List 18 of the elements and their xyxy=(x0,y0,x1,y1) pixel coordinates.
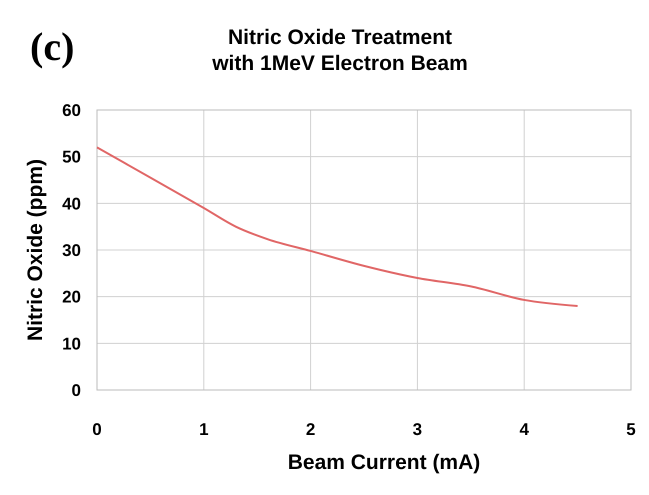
y-axis-title: Nitric Oxide (ppm) xyxy=(24,158,47,342)
y-tick-label: 40 xyxy=(62,194,81,214)
y-tick-label: 20 xyxy=(62,288,81,307)
x-tick-label: 5 xyxy=(626,420,636,439)
y-tick-label: 10 xyxy=(62,334,81,354)
chart-title: Nitric Oxide Treatment with 1MeV Electron Beam xyxy=(211,26,468,75)
x-tick-label: 0 xyxy=(92,420,102,439)
y-tick-label: 60 xyxy=(62,101,81,120)
x-tick-label: 2 xyxy=(306,420,316,439)
line-series xyxy=(96,146,579,307)
text: (c) xyxy=(30,24,74,69)
x-tick-label: 1 xyxy=(199,420,209,439)
y-tick-label: 30 xyxy=(62,241,81,260)
y-tick-label: 0 xyxy=(72,381,81,400)
y-tick-label: 50 xyxy=(62,148,81,167)
x-axis-title: Beam Current (mA) xyxy=(288,451,480,474)
x-tick-label: 3 xyxy=(412,420,422,439)
x-tick-label: 4 xyxy=(519,420,530,439)
